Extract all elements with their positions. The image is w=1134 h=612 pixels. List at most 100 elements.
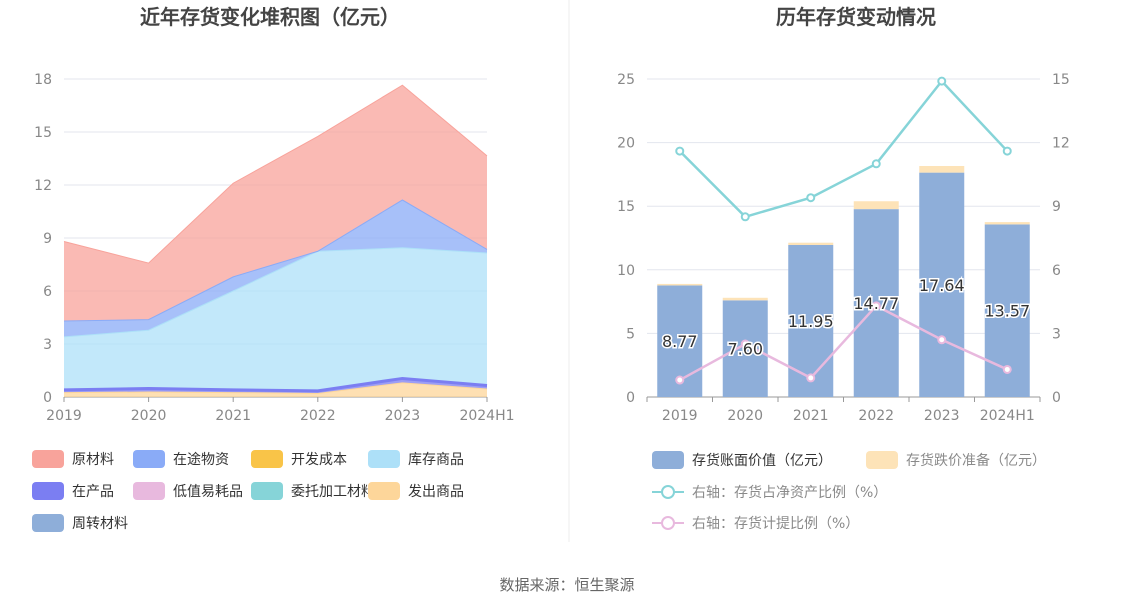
- line-point-1: [937, 335, 947, 345]
- area-series-edge-1: [63, 199, 488, 322]
- data-source-note: 数据来源：恒生聚源: [499, 576, 635, 594]
- bar-series-1: [984, 222, 1030, 225]
- legend-label: 发出商品: [408, 484, 464, 500]
- bar-data-label: 11.95: [788, 312, 834, 331]
- bar-series-1: [657, 283, 703, 286]
- right-y-tick-label: 25: [617, 72, 635, 88]
- legend-label: 委托加工材料: [291, 484, 375, 500]
- legend-swatch: [652, 485, 684, 499]
- right-chart-title: 历年存货变动情况: [776, 5, 936, 29]
- area-series-edge-7: [63, 382, 488, 394]
- right-y2-tick-label: 9: [1052, 199, 1061, 215]
- line-series-0: [678, 79, 1009, 219]
- right-bar-line-chart: 0 5 10 15 20 25 0 3 6 9 12 15 2019 2020 2021 2022 2023 20…: [617, 72, 1070, 424]
- legend-swatch: [368, 450, 400, 468]
- left-legend-item-6[interactable]: 委托加工材料: [251, 481, 375, 501]
- right-x-tick-label: 2020: [727, 408, 763, 424]
- legend-swatch: [251, 482, 283, 500]
- left-legend-item-4[interactable]: 在产品: [32, 481, 114, 501]
- right-x-tick-label: 2021: [793, 408, 829, 424]
- legend-label: 在途物资: [173, 452, 229, 468]
- right-y2-tick-label: 12: [1052, 136, 1070, 152]
- bar-series-0: [788, 244, 834, 397]
- right-y-tick-label: 15: [617, 199, 635, 215]
- right-x-tick-label: 2024H1: [980, 408, 1035, 424]
- bar-data-label: 8.77: [662, 332, 698, 351]
- line-point-0: [1002, 146, 1012, 156]
- right-y2-tick-label: 15: [1052, 72, 1070, 88]
- legend-swatch: [32, 482, 64, 500]
- legend-label: 周转材料: [72, 516, 128, 532]
- left-stacked-area-chart: 0 3 6 9 12 15 18 2019 2020 2021 2022 2023 2024H1: [34, 72, 514, 424]
- right-legend-item-0[interactable]: 存货账面价值（亿元）: [652, 450, 832, 470]
- left-y-tick-label: 3: [43, 337, 52, 353]
- right-legend-item-2[interactable]: 右轴：存货占净资产比例（%）: [652, 482, 887, 502]
- left-chart-title: 近年存货变化堆积图（亿元）: [140, 5, 400, 29]
- legend-swatch: [368, 482, 400, 500]
- area-series-7: [64, 382, 487, 397]
- legend-swatch: [652, 451, 684, 469]
- left-y-tick-label: 9: [43, 231, 52, 247]
- bar-series-1: [919, 166, 965, 173]
- bar-data-label: 14.77: [853, 294, 899, 313]
- left-legend-item-5[interactable]: 低值易耗品: [133, 481, 243, 501]
- right-y-tick-label: 20: [617, 136, 635, 152]
- left-legend-item-8[interactable]: 周转材料: [32, 513, 128, 533]
- left-x-tick-label: 2022: [300, 408, 336, 424]
- area-series-edge-0: [63, 84, 488, 264]
- area-series-3: [64, 247, 487, 391]
- area-series-0: [64, 85, 487, 322]
- left-legend-item-7[interactable]: 发出商品: [368, 481, 464, 501]
- left-legend-item-3[interactable]: 库存商品: [368, 449, 464, 469]
- right-legend-item-1[interactable]: 存货跌价准备（亿元）: [866, 450, 1046, 470]
- line-point-1: [740, 339, 750, 349]
- bar-series-1: [722, 297, 768, 301]
- bar-data-label: 17.64: [919, 276, 965, 295]
- right-y2-tick-label: 6: [1052, 263, 1061, 279]
- right-y-tick-label: 0: [626, 390, 635, 406]
- left-x-tick-label: 2023: [385, 408, 421, 424]
- legend-label: 低值易耗品: [173, 484, 243, 500]
- legend-swatch: [133, 450, 165, 468]
- line-point-0: [740, 212, 750, 222]
- legend-swatch: [32, 450, 64, 468]
- legend-swatch: [32, 514, 64, 532]
- legend-swatch: [652, 516, 684, 530]
- bar-series-0: [722, 300, 768, 397]
- bar-data-label: 13.57: [984, 302, 1030, 321]
- left-y-tick-label: 18: [34, 72, 52, 88]
- right-y-tick-label: 10: [617, 263, 635, 279]
- line-point-1: [871, 301, 881, 311]
- legend-swatch: [866, 451, 898, 469]
- legend-swatch: [133, 482, 165, 500]
- left-y-tick-label: 0: [43, 390, 52, 406]
- left-legend-item-1[interactable]: 在途物资: [133, 449, 229, 469]
- right-legend-item-3[interactable]: 右轴：存货计提比例（%）: [652, 513, 859, 533]
- right-y2-tick-label: 0: [1052, 390, 1061, 406]
- right-x-tick-label: 2019: [662, 408, 698, 424]
- left-legend-item-0[interactable]: 原材料: [32, 449, 114, 469]
- bar-data-label: 7.60: [727, 340, 763, 359]
- right-y2-tick-label: 3: [1052, 326, 1061, 342]
- line-point-0: [675, 146, 685, 156]
- legend-label: 库存商品: [408, 452, 464, 468]
- bar-series-0: [919, 172, 965, 397]
- line-point-1: [1002, 364, 1012, 374]
- area-series-edge-3: [63, 247, 488, 338]
- line-point-0: [937, 76, 947, 86]
- left-x-tick-label: 2021: [215, 408, 251, 424]
- line-series-1: [679, 304, 1008, 382]
- legend-swatch: [251, 450, 283, 468]
- legend-label: 原材料: [72, 452, 114, 468]
- left-legend-item-2[interactable]: 开发成本: [251, 449, 347, 469]
- legend-label: 右轴：存货计提比例（%）: [692, 516, 860, 532]
- left-x-tick-label: 2019: [46, 408, 82, 424]
- legend-label: 存货跌价准备（亿元）: [906, 453, 1046, 469]
- right-x-tick-label: 2022: [858, 408, 894, 424]
- right-y-tick-label: 5: [626, 326, 635, 342]
- left-y-tick-label: 15: [34, 125, 52, 141]
- left-y-tick-label: 6: [43, 284, 52, 300]
- line-point-1: [675, 375, 685, 385]
- legend-label: 存货账面价值（亿元）: [692, 453, 832, 469]
